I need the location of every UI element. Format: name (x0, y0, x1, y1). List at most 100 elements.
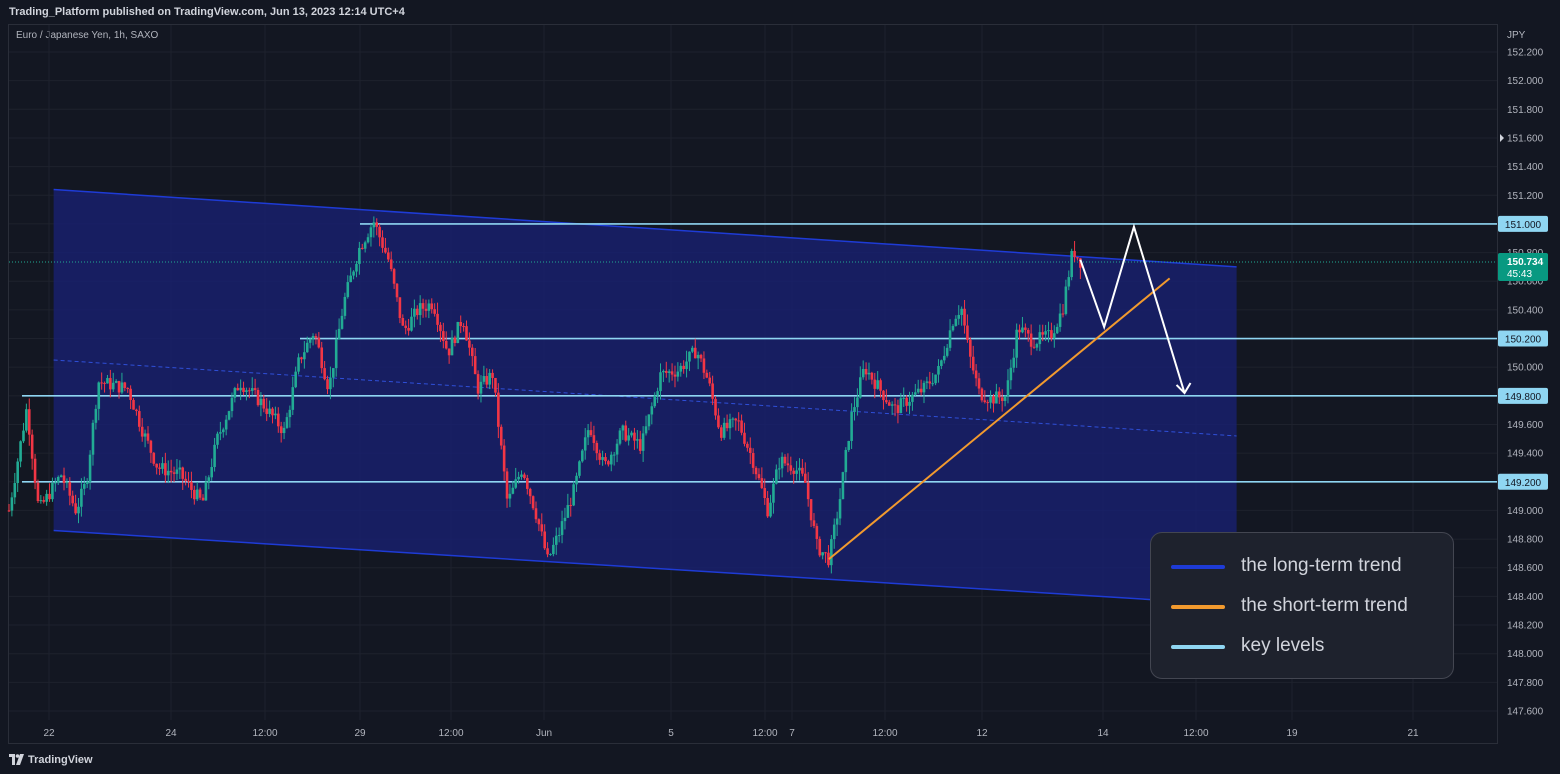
candle-body (940, 360, 943, 366)
candle-body (85, 481, 89, 484)
candle-body (129, 388, 132, 400)
candle-body (366, 237, 370, 243)
key-level-badge-label: 149.800 (1505, 392, 1542, 403)
candle-body (138, 411, 141, 427)
long-term-channel-midline (53, 359, 1237, 437)
candle-body (465, 326, 468, 341)
candle-body (757, 474, 761, 479)
candle-body (934, 374, 937, 384)
candle-body (775, 469, 778, 484)
publish-header: Trading_Platform published on TradingVie… (0, 0, 1560, 24)
candle-body (326, 379, 329, 390)
candle-body (224, 419, 228, 430)
candle-body (980, 388, 984, 401)
candle-body (462, 326, 465, 328)
legend-label: key levels (1241, 635, 1325, 656)
candle-body (563, 517, 567, 522)
candle-body (526, 478, 529, 489)
candle-body (942, 355, 946, 361)
candle-body (911, 394, 914, 402)
candle-body (682, 365, 685, 370)
candle-body (248, 390, 251, 392)
short-term-trend-line (828, 277, 1171, 560)
candle-body (772, 483, 775, 503)
candle-body (433, 309, 436, 314)
candle-body (221, 429, 225, 433)
candle-body (71, 495, 75, 504)
candle-body (401, 318, 405, 326)
time-tick-label: Jun (536, 728, 552, 739)
candle-body (27, 409, 31, 435)
candle-body (250, 388, 254, 391)
candle-body (520, 474, 523, 477)
candle-body (743, 432, 746, 444)
candle-body (166, 470, 170, 476)
candle-body (653, 395, 657, 407)
candle-body (77, 506, 80, 514)
candle-body (285, 417, 289, 428)
candle-body (140, 426, 144, 437)
candle-body (413, 308, 416, 317)
candle-body (905, 397, 908, 406)
candle-body (303, 352, 306, 360)
candle-body (265, 408, 269, 414)
candle-body (838, 499, 842, 519)
candle-body (638, 439, 642, 451)
candle-body (850, 411, 853, 441)
candle-body (922, 382, 926, 393)
candle-body (1015, 329, 1018, 358)
symbol-info: Euro / Japanese Yen, 1h, SAXO (16, 30, 159, 41)
candle-body (427, 303, 431, 311)
time-tick-label: 24 (165, 728, 177, 739)
candle-body (711, 383, 714, 399)
candle-body (482, 376, 486, 382)
key-level-badge (1498, 330, 1548, 347)
candle-body (1079, 258, 1082, 268)
candle-body (33, 458, 37, 483)
price-tick-label: 148.800 (1507, 535, 1544, 546)
long-term-trend-upper (53, 188, 1237, 268)
candle-body (708, 377, 712, 384)
candle-body (1073, 250, 1076, 258)
key-level-badge (1498, 215, 1548, 232)
candle-body (508, 493, 512, 499)
current-price-badge (1498, 253, 1548, 282)
time-tick-label: 5 (668, 728, 674, 739)
price-tick-label: 148.000 (1507, 649, 1544, 660)
candle-body (818, 538, 822, 556)
candle-body (349, 275, 352, 283)
candle-body (262, 398, 266, 409)
candle-body (387, 252, 390, 260)
candle-body (809, 499, 813, 521)
candle-body (479, 381, 483, 394)
candle-body (488, 372, 491, 385)
time-axis[interactable]: 22 24 12:00 29 12:00 Jun 5 12:00 7 12:00 12 14 12:00… (43, 728, 1419, 739)
candle-body (572, 484, 575, 506)
candle-body (835, 518, 839, 525)
candle-body (699, 354, 703, 359)
candle-body (68, 482, 72, 496)
candle-body (786, 463, 790, 466)
candle-body (415, 308, 419, 316)
candle-body (1038, 332, 1042, 345)
candle-body (977, 378, 981, 389)
candle-body (801, 467, 804, 474)
candle-body (815, 526, 819, 539)
candle-body (609, 454, 613, 465)
candle-body (1041, 332, 1045, 335)
candle-body (216, 433, 219, 445)
candle-body (992, 396, 995, 404)
candle-body (803, 473, 807, 483)
candle-body (201, 497, 205, 501)
candle-body (517, 476, 520, 480)
candle-body (239, 387, 242, 391)
price-marker-icon (1500, 133, 1504, 142)
time-tick-label: 22 (43, 728, 55, 739)
candle-body (132, 399, 135, 410)
price-axis[interactable]: JPY 152.200 152.000 151.800 151.600 151.400 1… (1507, 30, 1544, 718)
candle-body (885, 400, 888, 403)
price-tick-label: 149.000 (1507, 506, 1544, 517)
candle-body (696, 354, 700, 359)
candle-body (751, 452, 755, 468)
